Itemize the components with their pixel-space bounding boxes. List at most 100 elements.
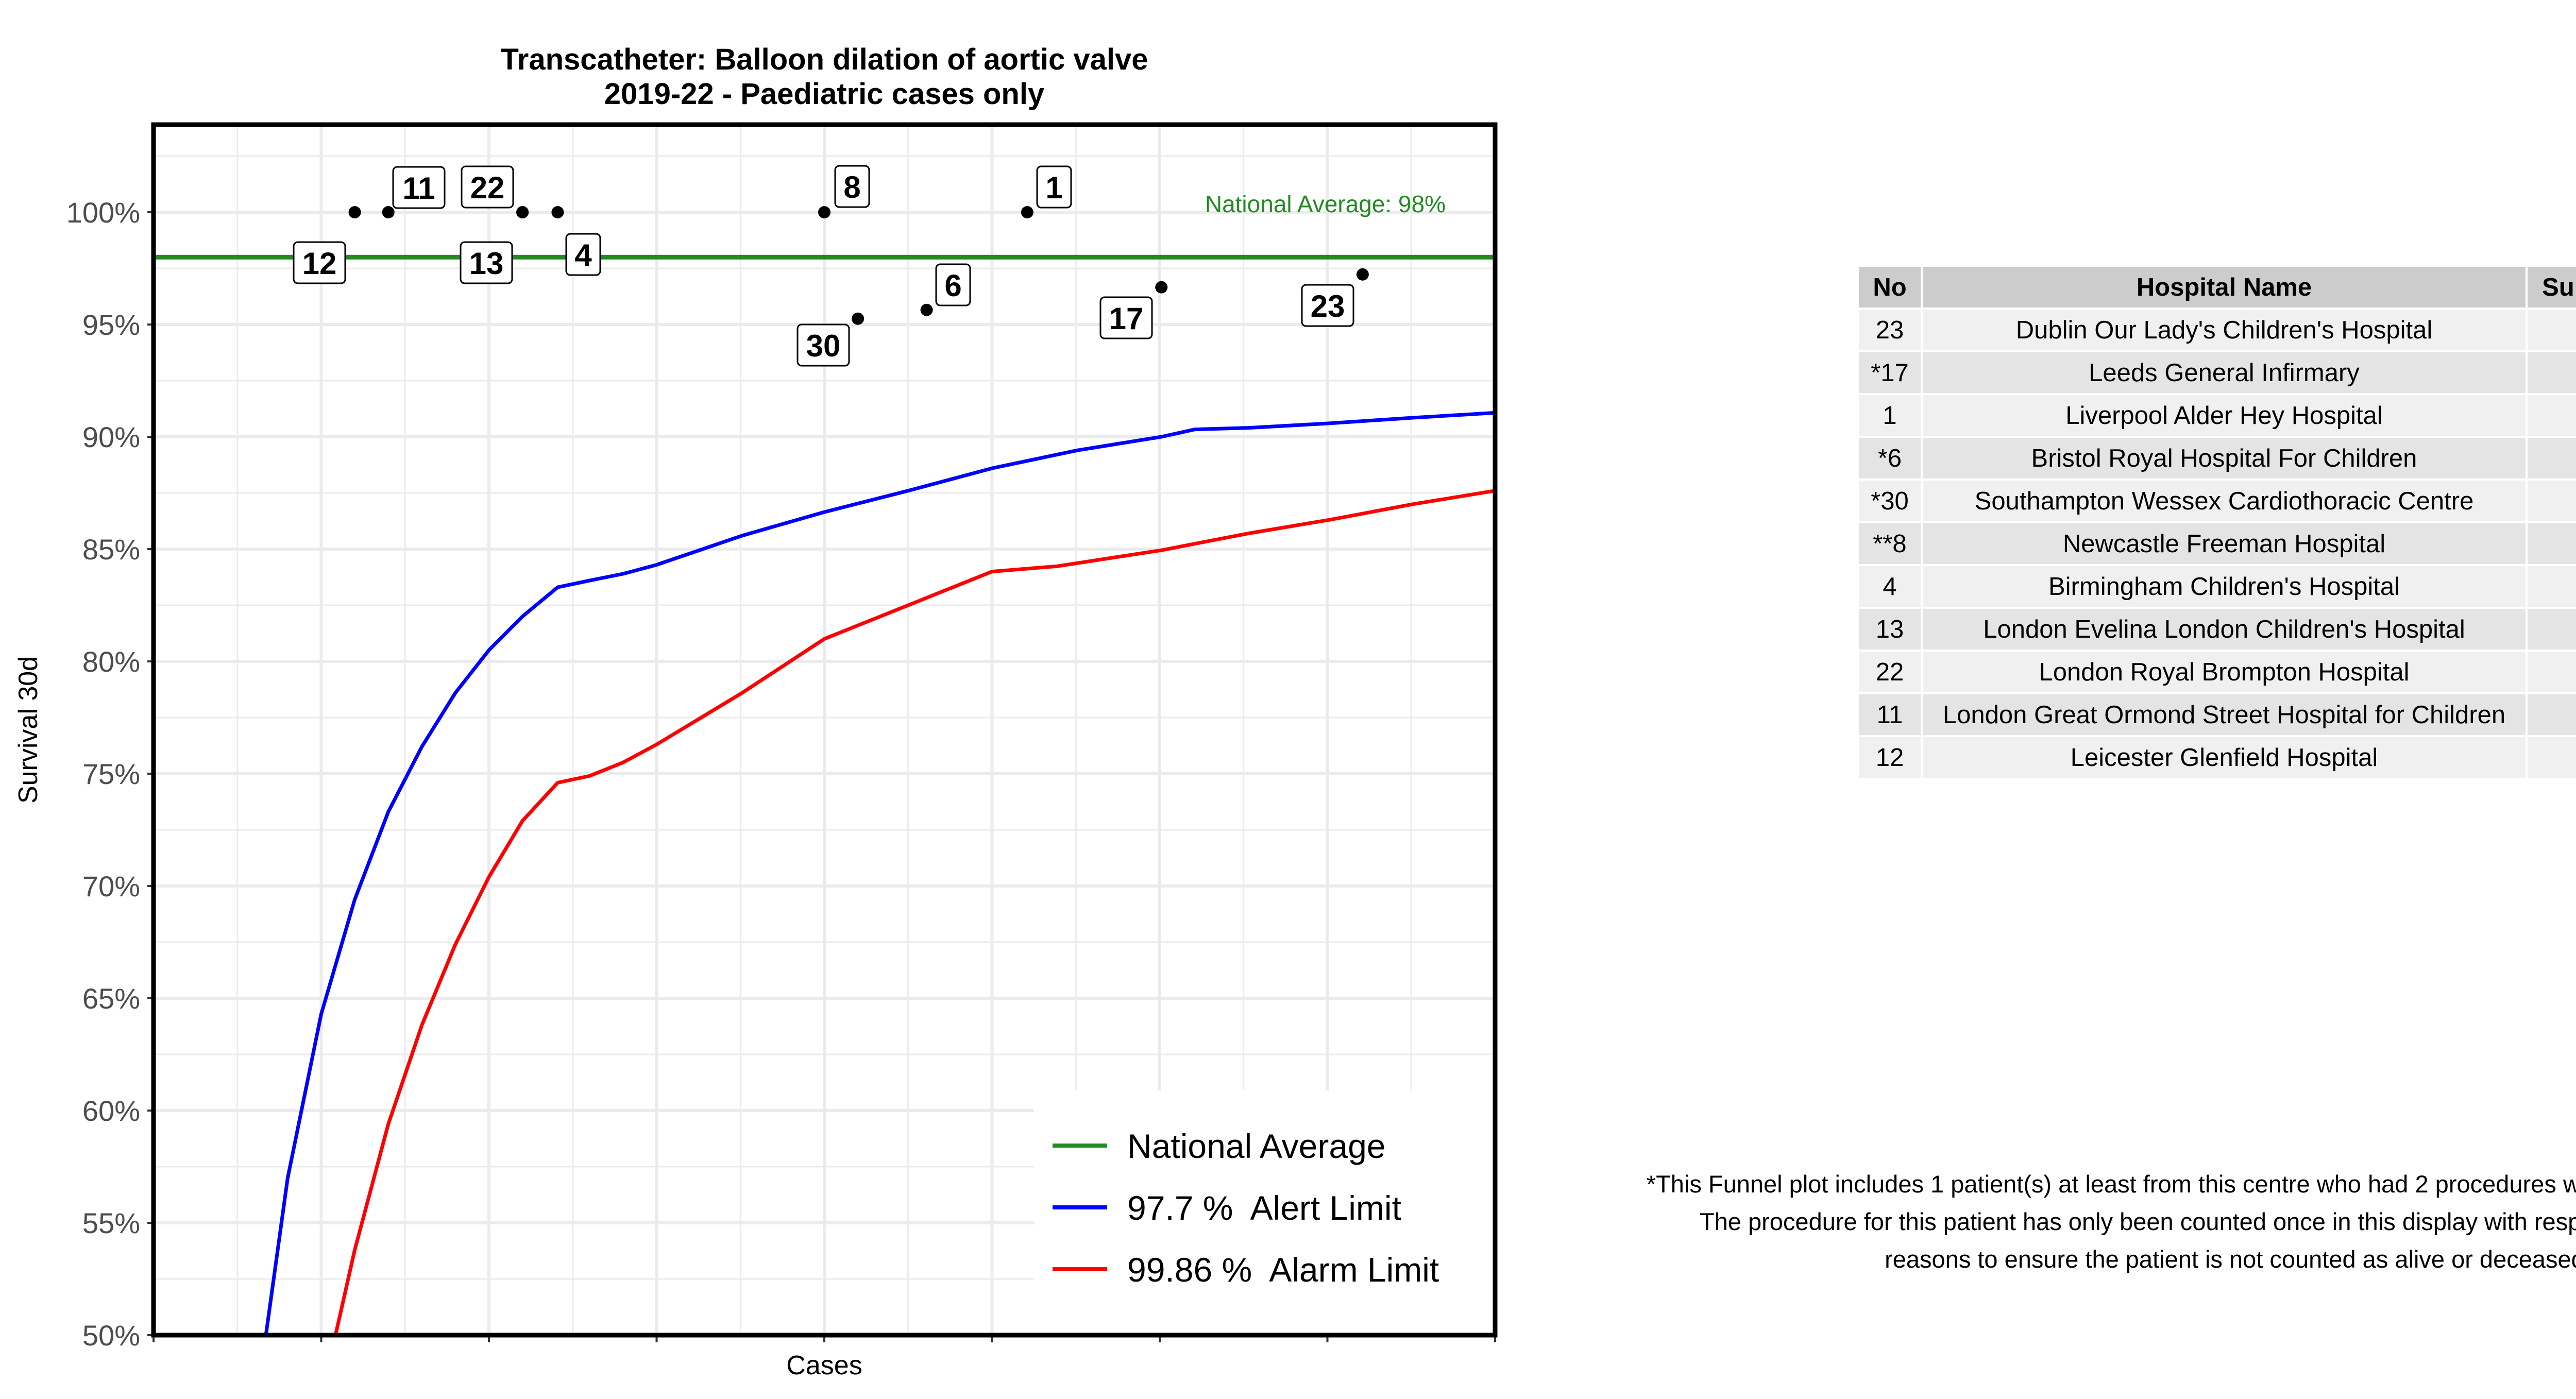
hospital-label-box [460, 241, 513, 284]
cell-no: 4 [1859, 566, 1921, 607]
y-tick-label: 80% [82, 645, 140, 678]
national-average-label: National Average: 98% [1205, 191, 1446, 217]
hospital-points: 12 11 22 13 4 8 30 6 1 17 23 [293, 165, 1369, 367]
header-no: No [1859, 267, 1921, 308]
y-tick-label: 60% [82, 1095, 140, 1127]
national-average: National Average: 98% [154, 191, 1495, 260]
hospital-label-box [461, 165, 514, 209]
cell-survival: 100% [2528, 694, 2576, 735]
footnote-line: *This Funnel plot includes 1 patient(s) … [1646, 1170, 2576, 1198]
hospital-label-box [1301, 284, 1354, 327]
cell-hospital-name: London Evelina London Children's Hospita… [1923, 609, 2526, 650]
y-axis-title: Survival 30d [13, 656, 43, 804]
cell-hospital-name: Dublin Our Lady's Children's Hospital [1923, 310, 2526, 350]
cell-hospital-name: London Great Ormond Street Hospital for … [1923, 694, 2526, 735]
hospital-label: 17 [1109, 301, 1144, 336]
table-row: 11 London Great Ormond Street Hospital fo… [1859, 694, 2576, 735]
y-tick-label: 65% [82, 982, 140, 1015]
hospital-label-box [834, 165, 870, 208]
hospital-point [852, 312, 865, 325]
cell-no: *17 [1859, 352, 1921, 393]
series-lines [264, 411, 1496, 1336]
cell-survival: 97% [2528, 352, 2576, 393]
cell-hospital-name: London Royal Brompton Hospital [1923, 652, 2526, 692]
hospital-label-box [796, 323, 850, 367]
hospital-point [1356, 268, 1369, 281]
hospital-label: 23 [1311, 289, 1345, 323]
cell-no: **8 [1859, 523, 1921, 564]
hospital-point [1155, 281, 1168, 294]
cell-no: 23 [1859, 310, 1921, 350]
cell-hospital-name: Southampton Wessex Cardiothoracic Centre [1923, 481, 2526, 521]
legend-label: 99.86 % Alarm Limit [1127, 1251, 1439, 1289]
hospital-point [1021, 206, 1033, 219]
hospital-label: 8 [843, 170, 860, 204]
y-tick-label: 50% [82, 1319, 140, 1352]
cell-survival: 100% [2528, 737, 2576, 778]
alert-limit-line [264, 411, 1496, 1336]
cell-survival: 100% [2528, 609, 2576, 650]
table-header-row: No Hospital Name Survival 30d [1859, 267, 2576, 308]
cell-survival: 95% [2528, 481, 2576, 521]
hospital-point [551, 206, 564, 219]
footnote-line: The procedure for this patient has only … [1699, 1208, 2576, 1235]
cell-survival: 100% [2528, 652, 2576, 692]
cell-no: *30 [1859, 481, 1921, 521]
cell-hospital-name: Newcastle Freeman Hospital [1923, 523, 2526, 564]
hospital-point [818, 206, 831, 219]
y-axis: 50% 55% 60% 65% 70% 75% 80% 85% 90% 95% 100% [66, 196, 154, 1352]
hospital-label-box [392, 166, 446, 209]
y-tick-label: 85% [82, 533, 140, 566]
cell-no: 1 [1859, 395, 1921, 436]
y-tick-label: 90% [82, 421, 140, 453]
hospital-label-box [565, 233, 601, 276]
hospital-label-box [1099, 296, 1153, 339]
footnote-line: reasons to ensure the patient is not cou… [1885, 1246, 2576, 1273]
y-tick-label: 75% [82, 758, 140, 790]
chart-title-line-1: Transcatheter: Balloon dilation of aorti… [501, 43, 1148, 76]
legend-label: National Average [1127, 1127, 1385, 1165]
legend-label: 97.7 % Alert Limit [1127, 1189, 1401, 1227]
legend-background [1034, 1090, 1493, 1333]
hospital-point [348, 206, 361, 219]
cell-hospital-name: Bristol Royal Hospital For Children [1923, 438, 2526, 479]
hospital-label: 22 [470, 170, 505, 205]
cell-survival: 100% [2528, 395, 2576, 436]
cell-survival: 97% [2528, 310, 2576, 350]
y-tick-label: 70% [82, 870, 140, 902]
hospital-label: 1 [1045, 170, 1062, 205]
y-tick-label: 100% [66, 196, 140, 229]
cell-hospital-name: Leeds General Infirmary [1923, 352, 2526, 393]
header-hospital-name: Hospital Name [1923, 267, 2526, 308]
alarm-limit-line [333, 489, 1496, 1336]
cell-hospital-name: Leicester Glenfield Hospital [1923, 737, 2526, 778]
table-row: 13 London Evelina London Children's Hospi… [1859, 609, 2576, 650]
cell-no: 13 [1859, 609, 1921, 650]
y-tick-label: 95% [82, 309, 140, 341]
cell-hospital-name: Birmingham Children's Hospital [1923, 566, 2526, 607]
cell-survival: 100% [2528, 523, 2576, 564]
cell-survival: 100% [2528, 566, 2576, 607]
cell-no: 22 [1859, 652, 1921, 692]
y-tick-label: 55% [82, 1207, 140, 1239]
cell-no: 11 [1859, 694, 1921, 735]
cell-survival: 96% [2528, 438, 2576, 479]
hospital-label-box [935, 263, 971, 306]
hospital-label: 6 [944, 268, 961, 303]
cell-no: 12 [1859, 737, 1921, 778]
hospital-point [920, 303, 933, 316]
footnote: *This Funnel plot includes 1 patient(s) … [1556, 1165, 2576, 1278]
cell-hospital-name: Liverpool Alder Hey Hospital [1923, 395, 2526, 436]
legend: National Average 97.7 % Alert Limit 99.86 … [1034, 1090, 1493, 1333]
cell-no: *6 [1859, 438, 1921, 479]
hospital-label: 30 [806, 329, 841, 363]
x-axis-title: Cases [786, 1351, 862, 1380]
table-row: *30 Southampton Wessex Cardiothoracic Cen… [1859, 481, 2576, 521]
